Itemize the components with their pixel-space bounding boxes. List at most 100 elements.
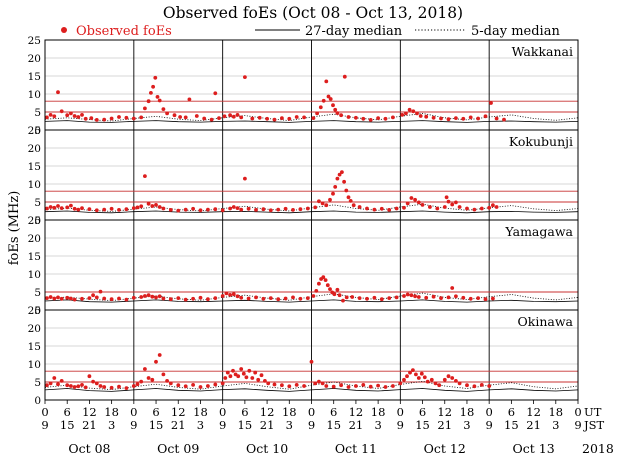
observed-point	[305, 206, 310, 211]
observed-point	[202, 116, 207, 121]
station-panels: 0 5 10 15 20 25 Wakkanai 0 5 10 15 20 25 Kokubunji 0 5 1…	[28, 35, 579, 407]
observed-point	[154, 359, 158, 364]
observed-point	[228, 113, 233, 118]
y-tick-label: 5	[34, 377, 41, 389]
observed-point	[250, 116, 255, 121]
observed-point	[321, 275, 326, 280]
observed-point	[323, 278, 328, 282]
legend-observed-label: Observed foEs	[76, 24, 172, 39]
day-label: Oct 13	[513, 441, 555, 456]
observed-point	[65, 205, 70, 210]
observed-point	[332, 292, 337, 297]
y-tick-label: 10	[28, 269, 41, 281]
observed-point	[461, 295, 466, 300]
observed-point	[91, 379, 95, 384]
observed-point	[331, 384, 336, 389]
observed-point	[213, 91, 218, 96]
observed-point	[135, 205, 140, 210]
observed-point	[342, 179, 346, 184]
observed-point	[256, 377, 261, 382]
observed-point	[139, 204, 144, 209]
observed-point	[153, 75, 158, 80]
observed-point	[151, 84, 156, 89]
observed-point	[446, 199, 451, 204]
observed-point	[228, 206, 233, 211]
observed-point	[94, 295, 99, 300]
observed-point	[346, 195, 351, 200]
observed-point	[431, 294, 436, 299]
observed-point	[317, 379, 321, 384]
observed-point	[231, 292, 236, 297]
observed-point	[131, 384, 136, 388]
observed-point	[157, 205, 162, 209]
ut-tick-label: 6	[241, 405, 248, 419]
observed-point	[94, 381, 99, 386]
observed-point	[143, 367, 147, 371]
observed-point	[276, 207, 281, 212]
observed-point	[198, 295, 203, 300]
observed-point	[236, 374, 241, 379]
observed-point	[457, 205, 462, 209]
observed-point	[168, 381, 173, 386]
observed-point	[72, 206, 77, 211]
observed-point	[117, 208, 121, 212]
observed-point	[416, 295, 421, 299]
jst-tick-label: 21	[349, 418, 364, 432]
observed-point	[239, 367, 244, 371]
observed-point	[198, 208, 203, 213]
observed-point	[479, 383, 484, 387]
jst-axis-label: JST	[583, 418, 604, 432]
y-tick-label: 15	[28, 161, 41, 173]
ut-tick-label: 6	[330, 405, 337, 419]
observed-point	[333, 107, 338, 112]
observed-point	[59, 109, 64, 114]
observed-point	[191, 206, 196, 211]
observed-point	[415, 111, 419, 116]
observed-point	[89, 116, 94, 120]
median-27day-line	[44, 388, 579, 392]
observed-point	[52, 376, 57, 380]
observed-point	[357, 205, 362, 209]
observed-point	[479, 206, 484, 211]
observed-point	[344, 188, 349, 193]
observed-point	[298, 296, 303, 301]
day-label: Oct 10	[246, 441, 288, 456]
ut-axis-label: UT	[584, 405, 602, 419]
observed-point	[187, 97, 192, 102]
jst-tick-label: 15	[238, 418, 253, 432]
observed-point	[69, 111, 73, 116]
observed-point	[150, 204, 155, 208]
observed-point	[439, 296, 443, 300]
observed-point	[48, 113, 53, 117]
observed-point	[149, 91, 153, 95]
ut-tick-label: 0	[574, 405, 581, 419]
jst-tick-label: 15	[504, 418, 519, 432]
observed-point	[76, 384, 81, 389]
jst-tick-label: 9	[219, 418, 226, 432]
observed-point	[176, 296, 181, 300]
observed-point	[341, 298, 345, 303]
observed-point	[344, 295, 349, 300]
observed-point	[161, 107, 166, 111]
ut-tick-label: 12	[171, 405, 186, 419]
observed-point	[283, 206, 288, 211]
year-label: 2018	[582, 441, 614, 456]
observed-point	[346, 385, 351, 389]
observed-point	[45, 383, 49, 388]
ut-tick-label: 6	[64, 405, 71, 419]
observed-point	[239, 207, 244, 212]
y-tick-label: 5	[34, 107, 41, 119]
observed-point	[124, 115, 129, 120]
observed-point	[408, 370, 412, 375]
observed-point	[489, 101, 493, 105]
observed-point	[222, 114, 227, 119]
observed-point	[409, 293, 414, 298]
observed-point	[231, 114, 236, 119]
observed-point	[124, 207, 129, 212]
observed-point	[411, 368, 415, 372]
ut-tick-label: 0	[308, 405, 315, 419]
observed-point	[72, 297, 77, 302]
observed-point	[253, 370, 258, 375]
median-27day-line	[44, 210, 579, 214]
observed-point	[428, 205, 432, 209]
